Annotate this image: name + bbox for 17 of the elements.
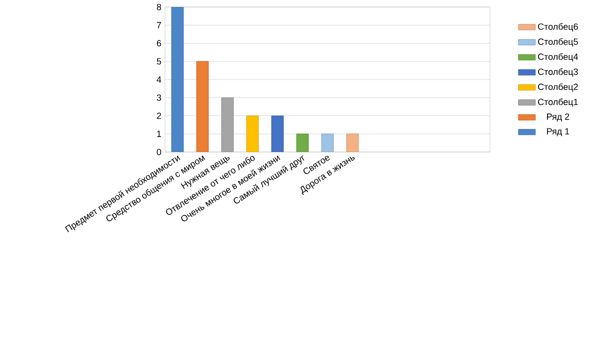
y-tick-label: 8: [156, 4, 162, 10]
y-tick-label: 5: [156, 58, 162, 65]
y-tick-label: 0: [156, 148, 162, 156]
y-tick-label: 4: [156, 76, 162, 83]
y-tick-label: 3: [156, 94, 162, 101]
y-tick-label: 7: [156, 22, 162, 28]
legend-label: Столбец4: [538, 53, 578, 62]
legend-label: Столбец6: [538, 23, 578, 32]
y-tick-label: 1: [157, 130, 162, 137]
legend-label: Ряд 2: [547, 113, 570, 122]
legend-label: Столбец5: [538, 38, 578, 47]
legend-label: Столбец3: [538, 68, 578, 77]
y-tick-label: 6: [156, 40, 162, 46]
legend-label: Столбец1: [538, 98, 578, 107]
y-tick-label: 2: [156, 112, 162, 119]
legend-label: Ряд 1: [547, 128, 570, 136]
legend-label: Столбец2: [538, 83, 578, 92]
